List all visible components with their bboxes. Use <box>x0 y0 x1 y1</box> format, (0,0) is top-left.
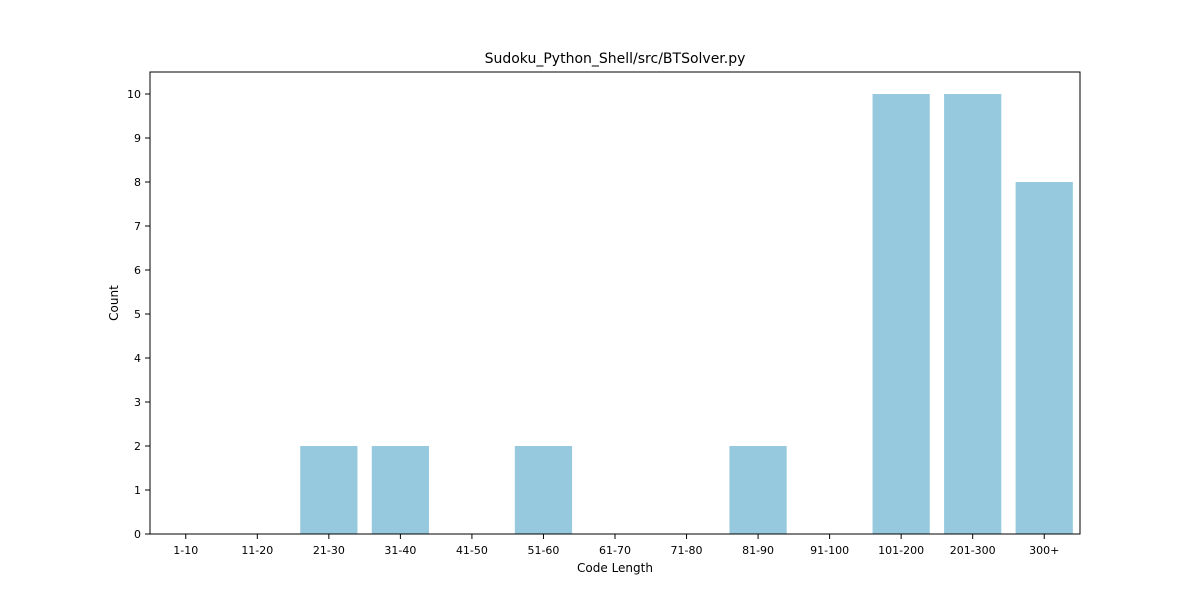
x-tick-label: 21-30 <box>313 544 345 557</box>
y-tick-label: 10 <box>127 88 141 101</box>
x-tick-label: 51-60 <box>527 544 559 557</box>
y-tick-label: 0 <box>134 528 141 541</box>
bar-101-200 <box>872 94 930 534</box>
x-tick-label: 91-100 <box>810 544 849 557</box>
bar-300+ <box>1015 182 1073 534</box>
x-tick-label: 11-20 <box>241 544 273 557</box>
y-axis-label: Count <box>107 285 121 321</box>
y-tick-label: 7 <box>134 220 141 233</box>
bar-21-30 <box>300 446 358 534</box>
x-tick-label: 300+ <box>1029 544 1059 557</box>
x-tick-label: 1-10 <box>173 544 198 557</box>
x-tick-label: 61-70 <box>599 544 631 557</box>
y-tick-label: 5 <box>134 308 141 321</box>
bar-51-60 <box>514 446 573 534</box>
chart-title: Sudoku_Python_Shell/src/BTSolver.py <box>485 51 746 67</box>
x-tick-label: 31-40 <box>384 544 416 557</box>
bar-31-40 <box>371 446 429 534</box>
x-tick-label: 71-80 <box>671 544 703 557</box>
bar-201-300 <box>944 94 1002 534</box>
y-tick-label: 9 <box>134 132 141 145</box>
y-tick-label: 4 <box>134 352 141 365</box>
x-tick-label: 101-200 <box>878 544 924 557</box>
bar-81-90 <box>729 446 787 534</box>
x-tick-label: 41-50 <box>456 544 488 557</box>
plot-frame <box>149 71 1081 535</box>
x-tick-label: 81-90 <box>742 544 774 557</box>
y-tick-label: 8 <box>134 176 141 189</box>
y-tick-label: 6 <box>134 264 141 277</box>
y-tick-label: 1 <box>134 484 141 497</box>
x-tick-label: 201-300 <box>950 544 996 557</box>
y-axis: 0 1 2 3 4 5 6 7 8 9 10 <box>127 88 150 541</box>
bars-group <box>300 94 1073 534</box>
x-axis: 1-10 11-20 21-30 31-40 41-50 51-60 61-70 71-80 8… <box>173 534 1059 557</box>
x-axis-label: Code Length <box>577 561 653 575</box>
y-tick-label: 3 <box>134 396 141 409</box>
y-tick-label: 2 <box>134 440 141 453</box>
